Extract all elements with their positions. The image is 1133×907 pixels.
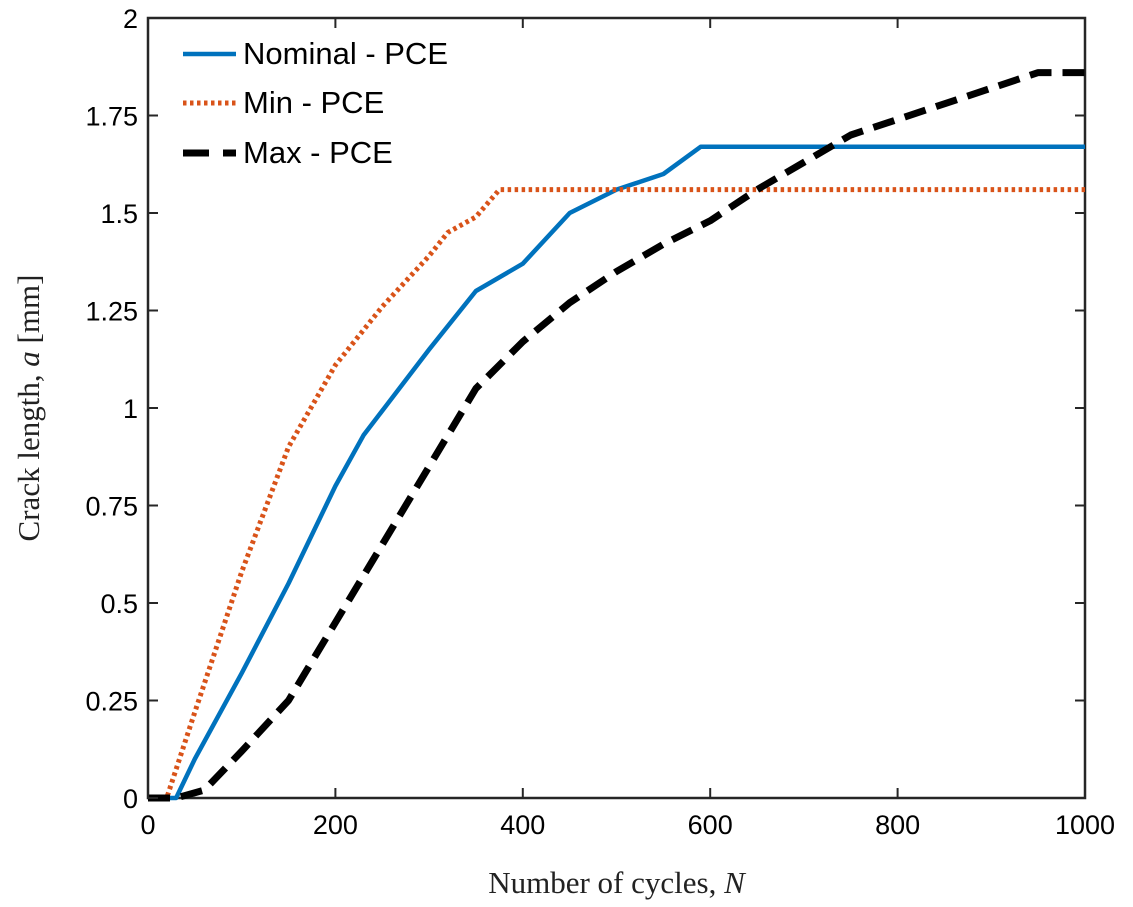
legend-label-1: Nominal - PCE — [243, 36, 448, 71]
x-tick-label: 400 — [500, 810, 545, 840]
legend-label-2: Min - PCE — [243, 85, 384, 120]
y-axis-unit: [mm] — [11, 275, 46, 344]
legend-label-3: Max - PCE — [243, 135, 393, 170]
y-tick-label: 1.25 — [85, 297, 138, 327]
series-line-3 — [148, 69, 1085, 802]
y-tick-label: 1 — [123, 394, 138, 424]
x-tick-label: 1000 — [1055, 810, 1115, 840]
ticks-layer: 0 200 400 600 800 1000 0 0.25 0.5 0.75 1 1.25 1.5 1.7… — [85, 4, 1115, 840]
x-tick-label: 200 — [313, 810, 358, 840]
y-tick-label: 1.75 — [85, 102, 138, 132]
y-tick-label: 0 — [123, 784, 138, 814]
y-axis-symbol: a — [11, 343, 46, 366]
x-tick-label: 0 — [140, 810, 155, 840]
series-layer — [148, 69, 1085, 802]
y-axis-title-text: Crack length, — [11, 367, 46, 542]
x-tick-label: 600 — [688, 810, 733, 840]
y-tick-label: 0.5 — [100, 589, 138, 619]
legend: Nominal - PCE Min - PCE Max - PCE — [183, 36, 448, 170]
series-line-1 — [148, 144, 1085, 801]
y-axis-title: Crack length, a [mm] — [11, 275, 46, 542]
x-tick-label: 800 — [875, 810, 920, 840]
x-axis-title: Number of cycles, N — [488, 865, 747, 900]
y-tick-label: 0.75 — [85, 492, 138, 522]
y-tick-label: 0.25 — [85, 687, 138, 717]
x-axis-symbol: N — [723, 865, 747, 900]
series-line-2 — [148, 187, 1085, 801]
x-axis-title-text: Number of cycles, — [488, 865, 724, 900]
y-tick-label: 2 — [123, 4, 138, 34]
y-tick-label: 1.5 — [100, 199, 138, 229]
